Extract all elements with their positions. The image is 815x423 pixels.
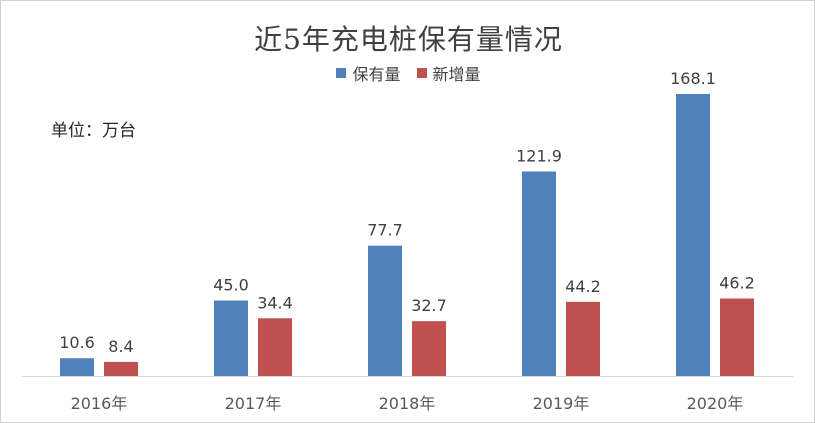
data-label-stock-4: 168.1 [670,69,716,88]
data-label-new-4: 46.2 [719,273,755,292]
bar-new-4 [720,298,754,376]
data-label-new-2: 32.7 [411,296,447,315]
bar-stock-0 [60,358,94,376]
x-tick-label-1: 2017年 [225,394,282,413]
chart-legend: 保有量 新增量 [1,61,815,85]
unit-label: 单位：万台 [51,121,136,141]
x-tick-label-0: 2016年 [71,394,128,413]
chart-title: 近5年充电桩保有量情况 [254,23,563,56]
data-label-new-3: 44.2 [565,277,601,296]
data-label-stock-1: 45.0 [213,276,249,295]
data-label-stock-2: 77.7 [367,221,403,240]
bar-new-0 [104,361,138,376]
bar-stock-4 [676,94,710,376]
bar-new-3 [566,301,600,376]
legend-swatch-series-1 [336,68,347,78]
legend-item-series-2: 新增量 [416,61,481,85]
data-label-stock-0: 10.6 [59,333,95,352]
bar-new-1 [258,318,292,376]
x-tick-label-3: 2019年 [533,394,590,413]
data-label-new-1: 34.4 [257,293,293,312]
legend-label-series-1: 保有量 [352,65,401,84]
bar-new-2 [412,321,446,376]
x-tick-label-2: 2018年 [379,394,436,413]
legend-swatch-series-2 [416,68,427,78]
x-tick-label-4: 2020年 [687,394,744,413]
bar-stock-3 [522,171,556,376]
data-label-new-0: 8.4 [108,337,133,356]
legend-item-series-1: 保有量 [336,61,401,85]
bar-stock-2 [368,245,402,376]
data-label-stock-3: 121.9 [516,147,562,166]
bar-stock-1 [214,300,248,376]
legend-label-series-2: 新增量 [432,65,481,84]
